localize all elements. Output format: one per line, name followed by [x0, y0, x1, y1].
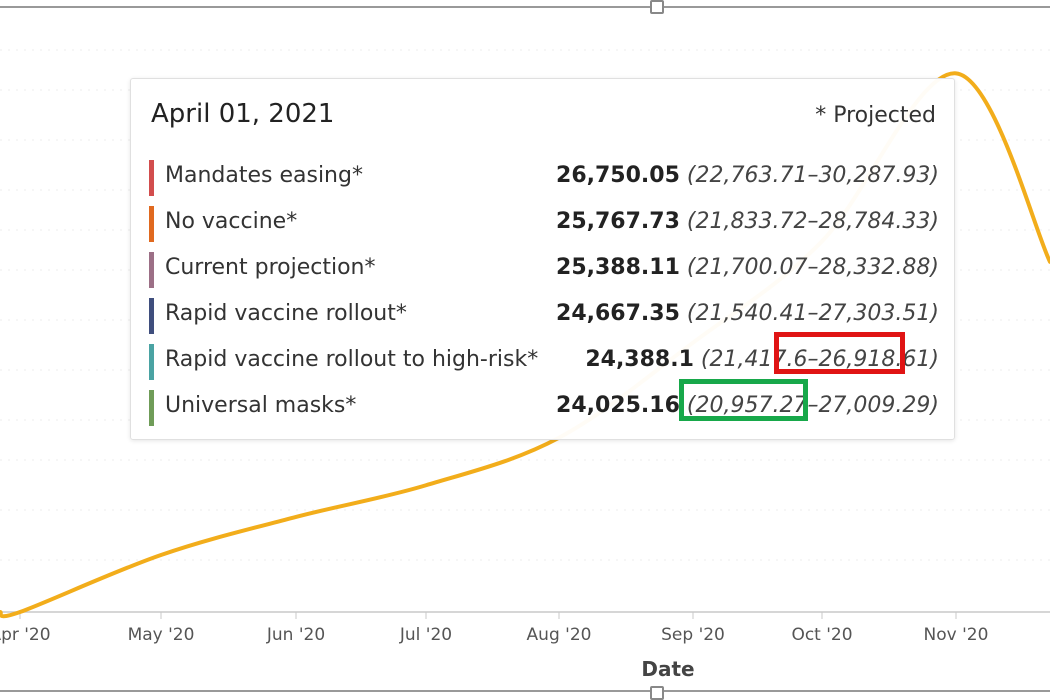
tooltip-ci: (20,957.27–27,009.29)	[686, 393, 939, 418]
chart-tooltip: April 01, 2021 * Projected Mandates easi…	[130, 78, 955, 440]
legend-swatch	[149, 160, 154, 196]
tooltip-value: 24,667.35	[556, 301, 680, 326]
green-highlight-box	[679, 379, 808, 421]
tooltip-ci: (21,540.41–27,303.51)	[686, 301, 939, 326]
legend-swatch	[149, 252, 154, 288]
tooltip-value: 24,025.16	[556, 393, 680, 418]
tooltip-projected-note: * Projected	[815, 103, 936, 128]
frame-bottom-border	[0, 690, 1050, 692]
tooltip-value: 25,767.73	[556, 209, 680, 234]
tooltip-row-universal-masks: Universal masks* 24,025.16 (20,957.27–27…	[149, 389, 939, 426]
x-tick-label: Jul '20	[399, 625, 452, 645]
tooltip-row-value: 26,750.05 (22,763.71–30,287.93)	[556, 163, 939, 188]
tooltip-row-rapid-vaccine-rollout: Rapid vaccine rollout* 24,667.35 (21,540…	[149, 297, 939, 334]
legend-swatch	[149, 390, 154, 426]
x-tick-label: Sep '20	[661, 625, 725, 645]
tooltip-ci: (22,763.71–30,287.93)	[686, 163, 939, 188]
x-axis-title: Date	[641, 657, 695, 681]
tooltip-ci: (21,417.6–26,918.61)	[700, 347, 939, 372]
tooltip-row-value: 24,388.1 (21,417.6–26,918.61)	[585, 347, 939, 372]
legend-swatch	[149, 298, 154, 334]
tooltip-row-current-projection: Current projection* 25,388.11 (21,700.07…	[149, 251, 939, 288]
x-tick-label: Jun '20	[266, 625, 325, 645]
tooltip-row-label: Universal masks*	[165, 393, 357, 418]
tooltip-value: 25,388.11	[556, 255, 680, 280]
tooltip-value: 26,750.05	[556, 163, 680, 188]
tooltip-row-label: No vaccine*	[165, 209, 298, 234]
tooltip-row-label: Mandates easing*	[165, 163, 363, 188]
tooltip-row-mandates-easing: Mandates easing* 26,750.05 (22,763.71–30…	[149, 159, 939, 196]
x-tick-label: Apr '20	[0, 625, 51, 645]
tooltip-row-label: Current projection*	[165, 255, 376, 280]
resize-handle-bottom[interactable]	[650, 686, 664, 700]
x-axis-ticks: Apr '20 May '20 Jun '20 Jul '20 Aug '20 Sep '…	[0, 612, 988, 645]
tooltip-date: April 01, 2021	[151, 99, 335, 129]
red-highlight-box	[774, 332, 905, 374]
tooltip-row-label: Rapid vaccine rollout to high-risk*	[165, 347, 539, 372]
tooltip-ci: (21,833.72–28,784.33)	[686, 209, 939, 234]
legend-swatch	[149, 344, 154, 380]
tooltip-row-value: 25,767.73 (21,833.72–28,784.33)	[556, 209, 939, 234]
tooltip-ci: (21,700.07–28,332.88)	[686, 255, 939, 280]
tooltip-row-value: 24,667.35 (21,540.41–27,303.51)	[556, 301, 939, 326]
tooltip-row-value: 25,388.11 (21,700.07–28,332.88)	[556, 255, 939, 280]
tooltip-row-no-vaccine: No vaccine* 25,767.73 (21,833.72–28,784.…	[149, 205, 939, 242]
tooltip-value: 24,388.1	[585, 347, 694, 372]
x-tick-label: May '20	[128, 625, 195, 645]
legend-swatch	[149, 206, 154, 242]
resize-handle-top[interactable]	[650, 0, 664, 14]
frame-top-border	[0, 6, 1050, 8]
x-tick-label: Oct '20	[791, 625, 852, 645]
tooltip-row-label: Rapid vaccine rollout*	[165, 301, 407, 326]
x-tick-label: Nov '20	[924, 625, 989, 645]
tooltip-row-rapid-vaccine-high-risk: Rapid vaccine rollout to high-risk* 24,3…	[149, 343, 939, 380]
tooltip-row-value: 24,025.16 (20,957.27–27,009.29)	[556, 393, 939, 418]
x-tick-label: Aug '20	[527, 625, 592, 645]
